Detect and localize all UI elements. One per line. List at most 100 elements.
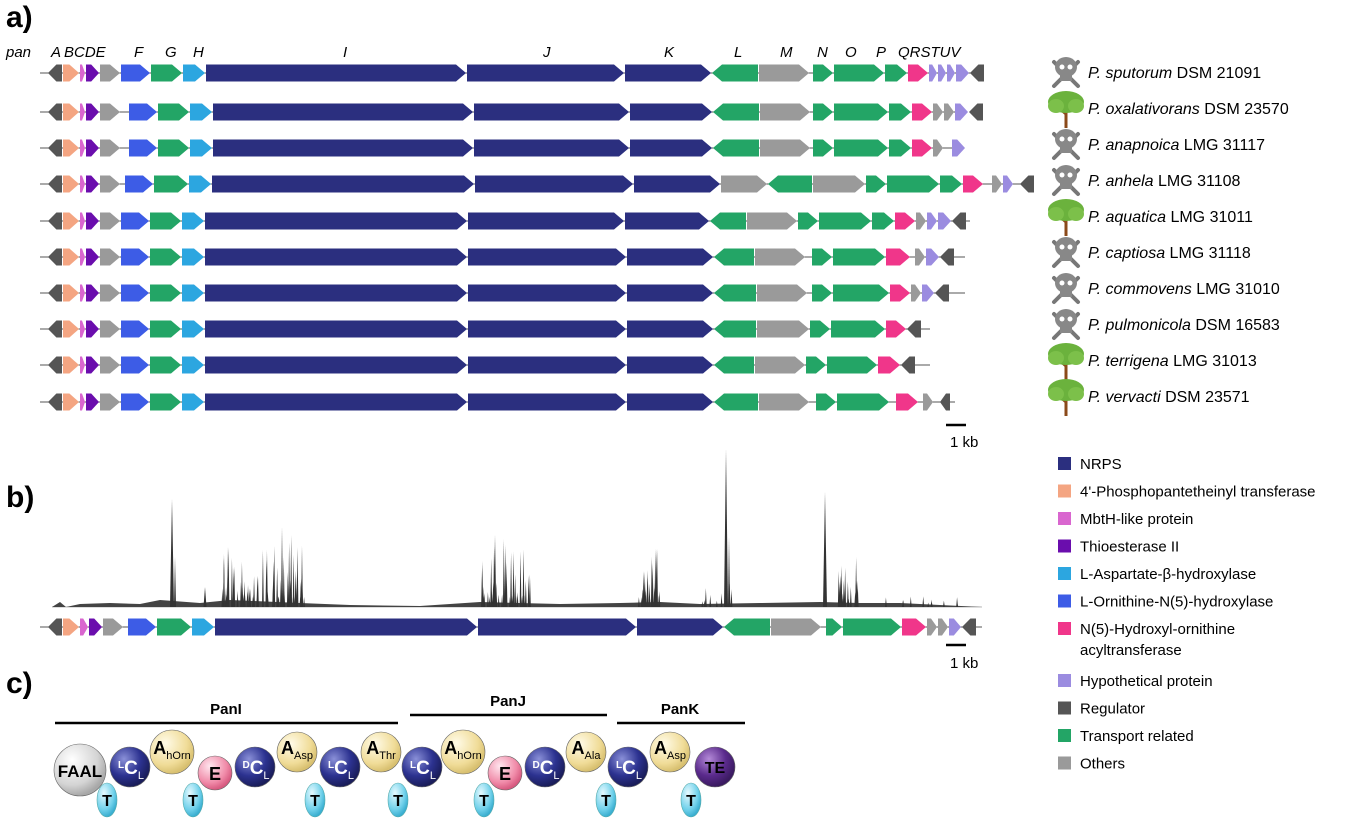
gene-arrow-trans	[150, 284, 181, 302]
profile-peak	[730, 589, 733, 607]
domain-t	[96, 782, 118, 818]
legend-label: Transport related	[1080, 728, 1194, 745]
domain-t-label: T	[479, 793, 489, 810]
profile-peak	[221, 588, 224, 607]
profile-peak	[482, 595, 485, 607]
species-label: P. sputorum DSM 21091	[1088, 65, 1261, 82]
gene-arrow-ppt	[63, 284, 79, 302]
legend-item: NRPS	[1058, 456, 1122, 473]
profile-peak	[519, 551, 522, 607]
gene-arrow-nrps	[205, 212, 467, 230]
gene-arrow-ppt	[63, 139, 79, 157]
cluster-row-9	[40, 356, 930, 374]
domain-t-label: T	[310, 793, 320, 810]
domain-t	[680, 782, 702, 818]
gene-arrow-trans	[712, 64, 758, 82]
profile-peak	[846, 581, 849, 607]
profile-peak	[523, 594, 526, 607]
legend-swatch	[1058, 539, 1071, 553]
gene-arrow-trans	[798, 212, 818, 230]
gene-arrow-te2	[86, 64, 99, 82]
legend-label: MbtH-like protein	[1080, 511, 1193, 528]
gene-arrow-other	[992, 175, 1002, 193]
tree-icon	[1048, 343, 1084, 380]
legend-item: Thioesterase II	[1058, 539, 1179, 556]
gene-arrow-nrps	[205, 356, 467, 374]
profile-peak	[256, 576, 259, 607]
gene-arrow-reg	[48, 64, 62, 82]
profile-peak	[930, 603, 933, 607]
species-label: P. oxalativorans DSM 23570	[1088, 101, 1289, 118]
profile-peak	[286, 572, 289, 607]
gene-arrow-other	[100, 284, 120, 302]
species-item: P. vervacti DSM 23571	[1048, 379, 1250, 416]
profile-peak	[704, 587, 707, 607]
legend-swatch	[1058, 512, 1071, 525]
gene-arrow-te2	[86, 248, 99, 266]
profile-peak	[842, 580, 845, 607]
gene-arrow-trans	[150, 320, 181, 338]
profile-peak	[277, 596, 280, 607]
profile-peak	[265, 559, 268, 607]
gene-arrow-nrps	[215, 618, 477, 636]
profile-peak	[510, 552, 512, 607]
gene-arrow-mbth	[80, 103, 85, 121]
gene-arrow-trans	[714, 248, 754, 266]
domain-c	[524, 746, 566, 788]
legend-label: Thioesterase II	[1080, 539, 1179, 556]
profile-peak	[724, 449, 728, 607]
gene-arrow-trans	[826, 618, 842, 636]
profile-peak	[303, 596, 305, 607]
profile-peak	[512, 551, 515, 607]
profile-peak	[223, 554, 225, 607]
gene-arrow-reg	[48, 393, 62, 411]
legend-item: N(5)-Hydroxyl-ornithine acyltransferase	[1058, 621, 1235, 659]
species-item: P. captiosa LMG 31118	[1052, 237, 1251, 268]
gene-arrow-trans	[827, 356, 877, 374]
profile-peak	[276, 567, 279, 607]
gene-arrow-trans	[150, 212, 181, 230]
panel-label-a: a)	[6, 1, 33, 34]
profile-peak	[488, 596, 491, 607]
domain-a	[565, 731, 607, 773]
profile-peak	[709, 595, 712, 607]
gene-letter-header: pan A BCDE F G H I J K L M N O P QRSTUV	[5, 44, 963, 61]
species-item: P. sputorum DSM 21091	[1052, 57, 1261, 88]
gene-arrow-hyp	[938, 212, 951, 230]
domain-label: LCL	[328, 758, 354, 782]
gene-arrow-hyp	[927, 212, 937, 230]
species-item: P. pulmonicola DSM 16583	[1052, 309, 1280, 340]
gene-arrow-trans	[887, 175, 939, 193]
species-label: P. vervacti DSM 23571	[1088, 389, 1250, 406]
species-item: P. aquatica LMG 31011	[1048, 199, 1253, 236]
gene-arrow-nrps	[627, 356, 713, 374]
gene-arrow-asp	[192, 618, 214, 636]
profile-peak	[942, 600, 945, 607]
gene-arrow-reg	[48, 175, 62, 193]
gene-arrow-other	[100, 248, 120, 266]
gene-arrow-other	[747, 212, 797, 230]
gene-arrow-reg	[48, 212, 62, 230]
gene-arrow-nrps	[478, 618, 636, 636]
gene-arrow-acyl	[912, 103, 932, 121]
domain-label: AThr	[366, 738, 396, 762]
gene-arrow-te2	[86, 320, 99, 338]
gene-arrow-trans	[768, 175, 812, 193]
legend-label: N(5)-Hydroxyl-ornithine	[1080, 621, 1235, 638]
gene-arrow-te2	[86, 103, 99, 121]
species-label: P. terrigena LMG 31013	[1088, 353, 1257, 370]
gene-arrow-other	[100, 175, 120, 193]
profile-peak	[902, 600, 904, 607]
gene-arrow-asp	[183, 64, 205, 82]
domain-c	[401, 746, 443, 788]
gene-arrow-acyl	[908, 64, 928, 82]
gene-arrow-asp	[182, 356, 204, 374]
gene-arrow-nrps	[475, 175, 633, 193]
gene-arrow-nrps	[634, 175, 720, 193]
domain-label: FAAL	[58, 762, 102, 781]
gene-arrow-nrps	[468, 284, 626, 302]
gene-arrow-other	[757, 284, 807, 302]
profile-peak	[720, 593, 723, 607]
gene-arrow-reg	[952, 212, 966, 230]
profile-peak	[885, 597, 887, 607]
